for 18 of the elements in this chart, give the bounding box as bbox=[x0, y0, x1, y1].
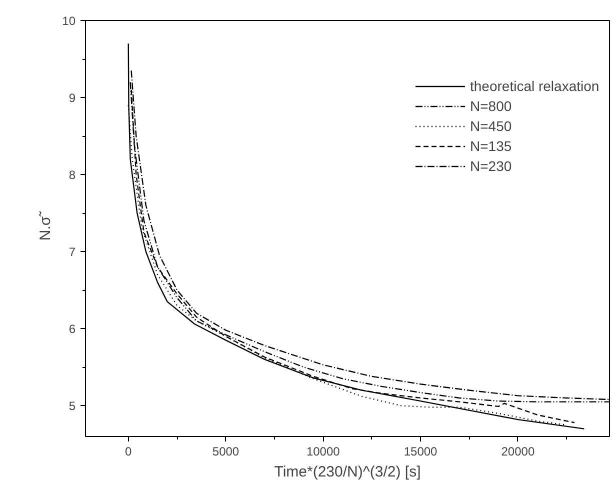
legend-label: N=800 bbox=[470, 98, 512, 114]
legend-label: N=135 bbox=[470, 138, 512, 154]
y-tick-label: 6 bbox=[68, 322, 76, 336]
x-tick-label: 5000 bbox=[212, 444, 240, 458]
x-tick-label: 10000 bbox=[306, 444, 340, 458]
x-axis-title: Time*(230/N)^(3/2) [s] bbox=[274, 464, 421, 480]
legend-label: N=450 bbox=[470, 118, 512, 134]
y-tick-label: 9 bbox=[68, 91, 76, 106]
x-tick-label: 15000 bbox=[404, 444, 438, 458]
y-tick-label: 8 bbox=[68, 168, 76, 182]
x-tick-label: 20000 bbox=[501, 444, 535, 458]
y-tick-label: 10 bbox=[62, 14, 76, 28]
y-tick-label: 7 bbox=[68, 245, 76, 260]
y-tick-label: 5 bbox=[68, 399, 76, 414]
legend-label: N=230 bbox=[470, 158, 512, 174]
legend-label: theoretical relaxation bbox=[470, 78, 600, 94]
y-axis-title: N.σ̃ bbox=[37, 210, 54, 241]
x-tick-label: 0 bbox=[125, 444, 132, 458]
